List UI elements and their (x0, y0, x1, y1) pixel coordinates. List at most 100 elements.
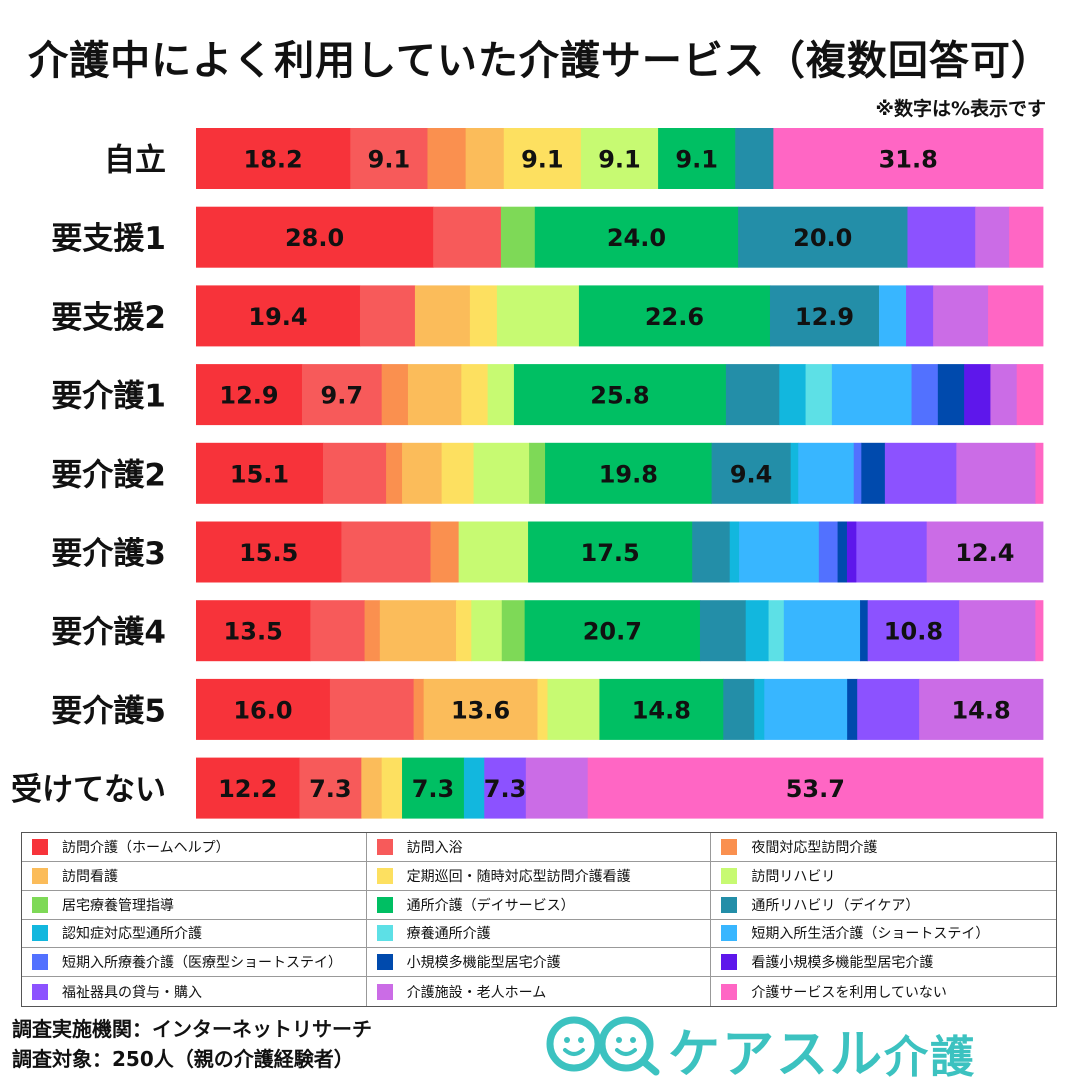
legend-swatch (721, 925, 738, 942)
bar-segment (461, 364, 489, 426)
bar-segment (725, 364, 780, 426)
legend-label: 居宅療養管理指導 (62, 897, 174, 914)
legend-label: 訪問介護（ホームヘルプ） (62, 839, 230, 856)
legend-swatch (32, 867, 48, 884)
bar-segment (745, 600, 769, 662)
bar-segment (414, 285, 471, 347)
legend-label: 福祉器具の貸与・購入 (62, 984, 202, 1001)
legend-item: 定期巡回・随時対応型訪問介護看護 (366, 861, 712, 891)
bar-segment (196, 285, 361, 347)
data-label: 31.8 (879, 146, 938, 174)
legend-swatch (32, 983, 48, 1000)
bar-segment (407, 364, 462, 426)
bar-segment (754, 678, 765, 740)
data-label: 25.8 (590, 382, 649, 410)
category-label: 要支援1 (51, 221, 166, 257)
stacked-bar-chart: 自立 18.2 9.1 9.1 9.1 9.1 31.8 要支援1 28.0 24.0 20.0 要支… (11, 128, 1044, 819)
data-label: 12.4 (955, 539, 1014, 567)
legend-item: 介護施設・老人ホーム (367, 977, 712, 1006)
legend-item: 訪問介護（ホームヘルプ） (22, 833, 367, 862)
data-label: 24.0 (607, 224, 666, 252)
bar-segment (773, 128, 1044, 189)
bar-segment (500, 206, 536, 268)
category-label: 要介護5 (51, 693, 166, 729)
category-label: 要介護2 (51, 457, 166, 493)
data-label: 7.3 (484, 775, 527, 803)
bar-segment (441, 442, 474, 504)
data-label: 7.3 (309, 775, 352, 803)
bar-segment (469, 285, 498, 347)
data-label: 14.8 (951, 696, 1010, 724)
legend-label: 介護施設・老人ホーム (406, 984, 547, 1001)
legend-label: 通所介護（デイサービス） (406, 897, 575, 914)
legend-item: 短期入所生活介護（ショートステイ） (711, 920, 1056, 949)
legend-label: 夜間対応型訪問介護 (751, 839, 878, 856)
labels-layer: 自立 18.2 9.1 9.1 9.1 9.1 31.8 要支援1 28.0 24.0 20.0 要支… (11, 143, 1014, 809)
bar-segment (1016, 364, 1044, 426)
bar-segment (458, 521, 529, 583)
data-label: 16.0 (233, 696, 292, 724)
bar-segment (487, 364, 515, 426)
bar-segment (658, 128, 736, 189)
logo-sub-text: 介護 (884, 1032, 977, 1083)
bar-segment (329, 678, 415, 740)
bar-segment (587, 757, 1044, 819)
bar-segment (196, 757, 300, 819)
brand-logo: ケアスル介護 (540, 1010, 1070, 1085)
bar-segment (933, 285, 989, 347)
legend-item: 居宅療養管理指導 (22, 890, 367, 920)
bar-segment (465, 128, 505, 189)
bar-segment (463, 757, 485, 819)
legend-item: 小規模多機能型居宅介護 (366, 948, 712, 978)
bar-segment (496, 285, 580, 347)
bar-segment (402, 757, 465, 819)
bar-segment (1035, 600, 1044, 662)
legend-label: 短期入所生活介護（ショートステイ） (751, 926, 990, 943)
bar-segment (381, 757, 403, 819)
footer: 調査実施機関：インターネットリサーチ 調査対象：250人（親の介護経験者） (12, 1014, 372, 1074)
bar-segment (503, 128, 582, 189)
bar-segment (528, 521, 693, 583)
legend-label: 介護サービスを利用していない (751, 984, 947, 1001)
bar-segment (975, 206, 1010, 268)
legend-swatch (376, 896, 393, 913)
bar-segment (430, 521, 460, 583)
legend-swatch (32, 954, 48, 971)
bar-segment (988, 285, 1044, 347)
legend-item: 夜間対応型訪問介護 (711, 833, 1056, 862)
data-label: 9.7 (321, 382, 364, 410)
bar-segment (907, 206, 976, 268)
bar-segment (805, 364, 833, 426)
bar-segment (738, 206, 908, 268)
bar-segment (926, 521, 1044, 583)
data-label: 12.9 (219, 382, 278, 410)
bar-segment (959, 600, 1036, 662)
bar-segment (711, 442, 792, 504)
bar-segment (739, 521, 820, 583)
bar-segment (423, 678, 538, 740)
legend-item: 訪問看護 (22, 861, 367, 891)
bar-segment (783, 600, 861, 662)
bar-segment (906, 285, 934, 347)
bar-segment (861, 442, 886, 504)
bar-segment (837, 521, 848, 583)
category-label: 要介護4 (51, 615, 166, 651)
bar-segment (846, 521, 857, 583)
data-label: 15.1 (230, 460, 289, 488)
data-label: 20.0 (793, 224, 852, 252)
bar-segment (699, 600, 747, 662)
data-label: 22.6 (645, 303, 704, 331)
bar-segment (578, 285, 771, 347)
bar-segment (301, 364, 383, 426)
bar-segment (427, 128, 467, 189)
legend-swatch (721, 983, 738, 1000)
legend-item: 介護サービスを利用していない (711, 977, 1056, 1006)
legend-swatch (376, 925, 393, 942)
bar-segment (529, 442, 546, 504)
bar-segment (599, 678, 724, 740)
bar-segment (692, 521, 731, 583)
data-label: 13.6 (451, 696, 510, 724)
bar-segment (735, 128, 774, 189)
category-label: 自立 (104, 143, 166, 179)
legend: 訪問介護（ホームヘルプ） 訪問入浴 夜間対応型訪問介護 訪問看護 定期巡回・随時対応型訪… (21, 832, 1057, 1007)
